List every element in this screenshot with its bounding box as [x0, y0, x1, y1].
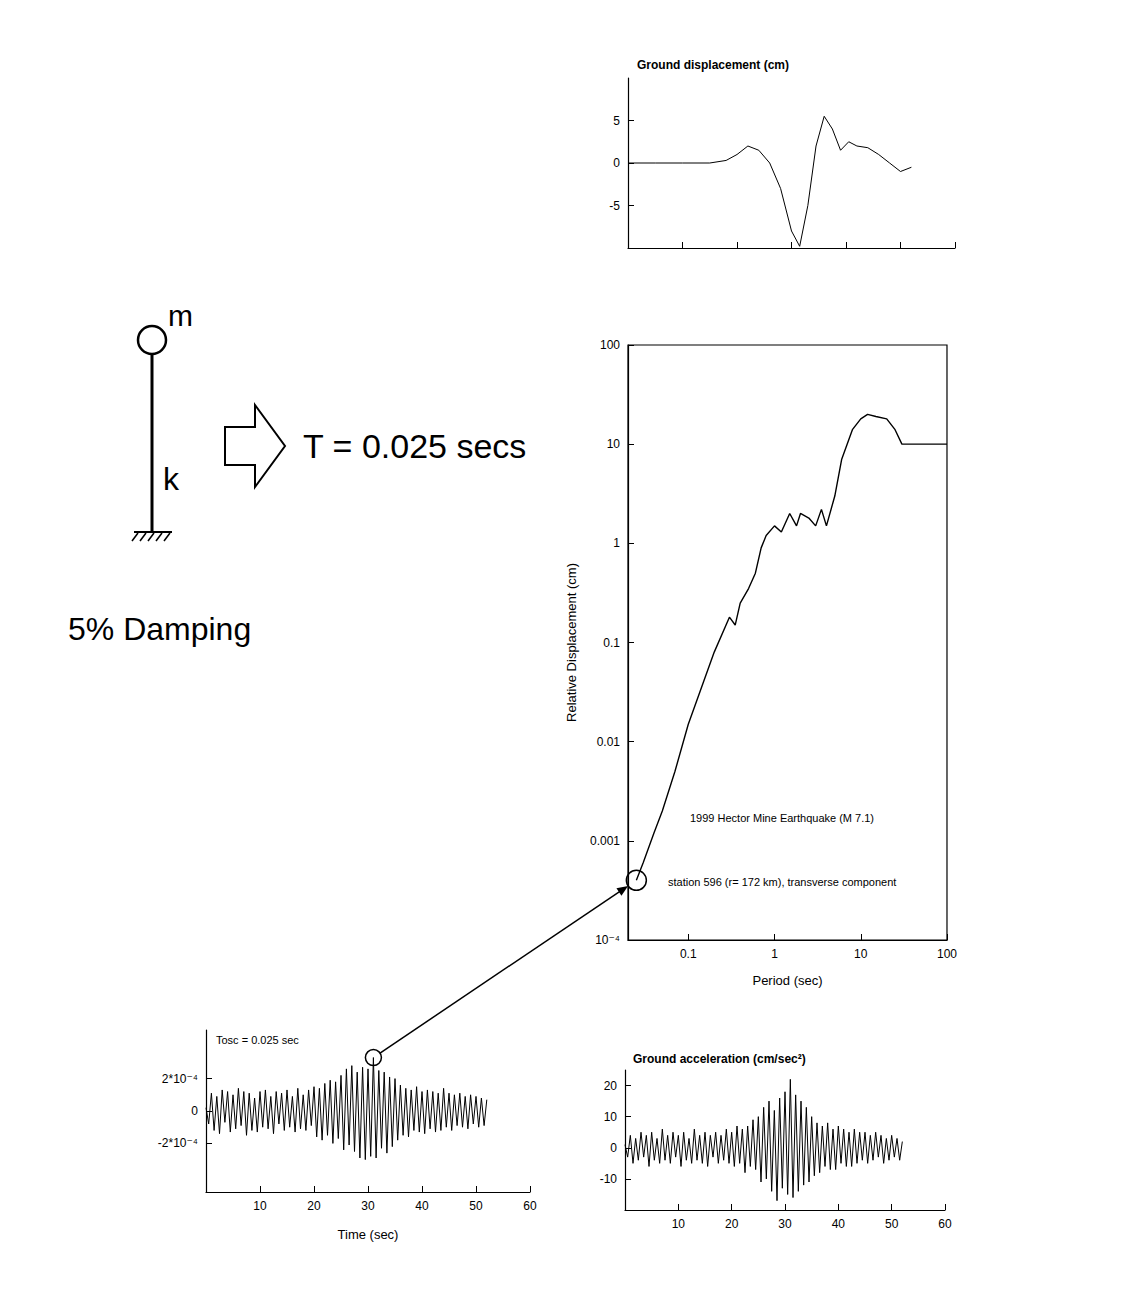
svg-text:Ground displacement (cm): Ground displacement (cm): [637, 58, 789, 72]
svg-text:-5: -5: [609, 199, 620, 213]
svg-text:station 596 (r= 172 km), trans: station 596 (r= 172 km), transverse comp…: [668, 876, 896, 888]
svg-text:5% Damping: 5% Damping: [68, 611, 251, 647]
svg-text:10: 10: [607, 437, 621, 451]
svg-text:1999 Hector Mine Earthquake (M: 1999 Hector Mine Earthquake (M 7.1): [690, 812, 874, 824]
svg-text:-10: -10: [600, 1172, 618, 1186]
svg-text:10: 10: [604, 1110, 618, 1124]
svg-text:2*10⁻⁴: 2*10⁻⁴: [162, 1072, 198, 1086]
svg-text:30: 30: [778, 1217, 792, 1231]
svg-text:0.1: 0.1: [603, 636, 620, 650]
svg-text:Relative Displacement (cm): Relative Displacement (cm): [564, 563, 579, 722]
svg-text:1: 1: [771, 947, 778, 961]
svg-text:0.01: 0.01: [597, 735, 621, 749]
svg-text:20: 20: [307, 1199, 321, 1213]
svg-text:20: 20: [725, 1217, 739, 1231]
svg-text:0: 0: [613, 156, 620, 170]
svg-text:100: 100: [600, 338, 620, 352]
svg-text:1: 1: [613, 536, 620, 550]
svg-text:100: 100: [937, 947, 957, 961]
svg-text:0.1: 0.1: [680, 947, 697, 961]
svg-text:10: 10: [253, 1199, 267, 1213]
svg-text:50: 50: [469, 1199, 483, 1213]
svg-text:Tosc = 0.025 sec: Tosc = 0.025 sec: [216, 1034, 299, 1046]
svg-text:Ground acceleration (cm/sec²): Ground acceleration (cm/sec²): [633, 1052, 806, 1066]
svg-text:30: 30: [361, 1199, 375, 1213]
svg-text:10: 10: [672, 1217, 686, 1231]
svg-text:40: 40: [415, 1199, 429, 1213]
svg-text:k: k: [163, 461, 180, 497]
svg-text:10⁻⁴: 10⁻⁴: [595, 933, 620, 947]
svg-text:60: 60: [938, 1217, 952, 1231]
svg-text:50: 50: [885, 1217, 899, 1231]
svg-text:60: 60: [523, 1199, 537, 1213]
svg-text:T = 0.025 secs: T = 0.025 secs: [303, 427, 526, 465]
svg-text:Period (sec): Period (sec): [752, 973, 822, 988]
svg-text:m: m: [168, 299, 193, 332]
svg-text:5: 5: [613, 114, 620, 128]
svg-text:20: 20: [604, 1079, 618, 1093]
svg-text:0.001: 0.001: [590, 834, 620, 848]
svg-text:10: 10: [854, 947, 868, 961]
svg-text:-2*10⁻⁴: -2*10⁻⁴: [158, 1136, 198, 1150]
svg-text:Time (sec): Time (sec): [338, 1227, 399, 1242]
svg-text:0: 0: [610, 1141, 617, 1155]
svg-text:40: 40: [832, 1217, 846, 1231]
svg-text:0: 0: [191, 1104, 198, 1118]
